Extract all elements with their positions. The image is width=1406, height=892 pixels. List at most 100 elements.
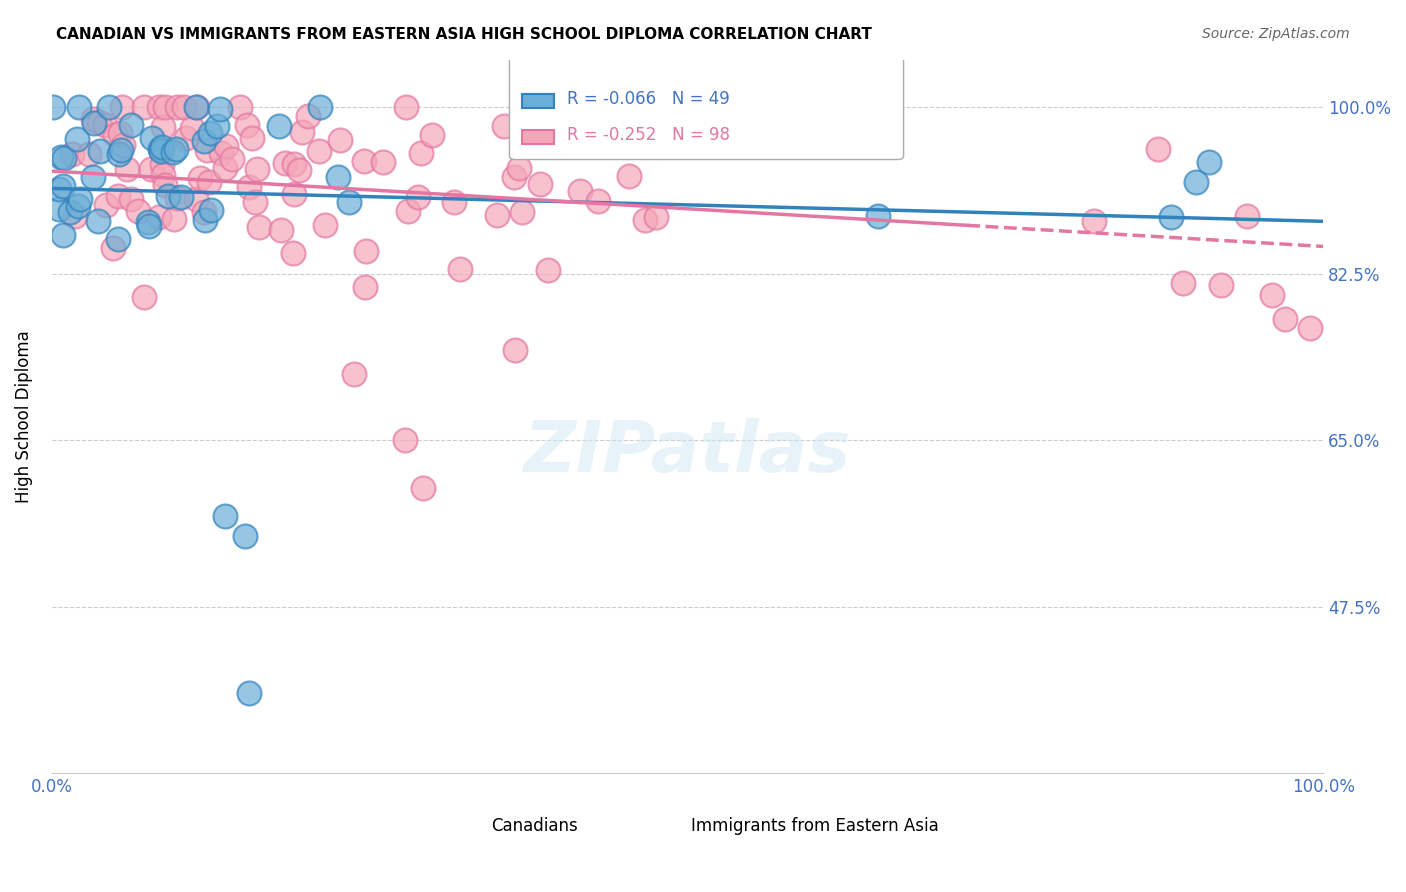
Point xyxy=(120,192,142,206)
Point xyxy=(236,118,259,132)
Point xyxy=(188,170,211,185)
Point xyxy=(644,210,666,224)
Point xyxy=(193,134,215,148)
Point xyxy=(240,131,263,145)
Point xyxy=(110,143,132,157)
Point xyxy=(52,152,75,166)
Point xyxy=(136,215,159,229)
Point xyxy=(194,213,217,227)
Point xyxy=(132,100,155,114)
Point xyxy=(420,128,443,142)
Point xyxy=(152,120,174,135)
Point xyxy=(48,202,70,216)
Point xyxy=(198,126,221,140)
Point xyxy=(150,139,173,153)
Point xyxy=(243,194,266,209)
Point xyxy=(553,135,575,149)
Point xyxy=(181,120,204,135)
Bar xyxy=(681,827,707,841)
Point xyxy=(281,245,304,260)
Point xyxy=(52,228,75,243)
Point xyxy=(247,219,270,234)
Point xyxy=(184,100,207,114)
Point xyxy=(49,150,72,164)
Point xyxy=(235,528,257,542)
Point xyxy=(107,189,129,203)
Point xyxy=(297,109,319,123)
Point xyxy=(94,198,117,212)
Point xyxy=(141,162,163,177)
Point xyxy=(107,232,129,246)
Point xyxy=(1261,287,1284,301)
Point xyxy=(186,100,208,114)
Point xyxy=(353,153,375,168)
Point xyxy=(127,204,149,219)
Point xyxy=(214,509,236,524)
Text: Source: ZipAtlas.com: Source: ZipAtlas.com xyxy=(1202,27,1350,41)
Point xyxy=(120,119,142,133)
Point xyxy=(1083,214,1105,228)
Point xyxy=(329,133,352,147)
Point xyxy=(89,145,111,159)
Point xyxy=(529,177,551,191)
Point xyxy=(148,100,170,114)
Point xyxy=(1147,142,1170,156)
Point xyxy=(406,190,429,204)
Point xyxy=(395,100,418,114)
Point xyxy=(412,481,434,495)
Point xyxy=(274,156,297,170)
Text: ZIPatlas: ZIPatlas xyxy=(524,417,851,487)
Point xyxy=(283,187,305,202)
Point xyxy=(197,175,219,189)
Point xyxy=(221,153,243,167)
FancyBboxPatch shape xyxy=(509,45,904,160)
Point xyxy=(394,434,416,448)
Point xyxy=(82,112,104,126)
Point xyxy=(205,120,228,134)
Bar xyxy=(427,827,453,841)
Point xyxy=(63,209,86,223)
Point xyxy=(200,203,222,218)
Point xyxy=(69,192,91,206)
Bar xyxy=(522,129,554,144)
Point xyxy=(209,146,232,161)
Point xyxy=(537,262,560,277)
Point xyxy=(449,261,471,276)
Point xyxy=(148,211,170,225)
Point xyxy=(238,180,260,194)
Point xyxy=(86,213,108,227)
Point xyxy=(492,119,515,133)
Point xyxy=(101,241,124,255)
Text: R = -0.066   N = 49: R = -0.066 N = 49 xyxy=(567,90,730,108)
Point xyxy=(537,133,560,147)
Text: R = -0.252   N = 98: R = -0.252 N = 98 xyxy=(554,126,761,144)
Point xyxy=(314,218,336,232)
Point xyxy=(1185,175,1208,189)
Point xyxy=(97,100,120,114)
Point xyxy=(195,143,218,157)
Point xyxy=(150,144,173,158)
Point xyxy=(150,156,173,170)
Point xyxy=(214,161,236,175)
Point xyxy=(503,343,526,357)
Point xyxy=(94,118,117,132)
Point xyxy=(173,100,195,114)
Point xyxy=(270,222,292,236)
Point xyxy=(66,199,89,213)
Bar xyxy=(522,94,554,108)
Point xyxy=(52,178,75,193)
Point xyxy=(229,100,252,114)
Point xyxy=(1173,276,1195,290)
Point xyxy=(104,128,127,143)
Point xyxy=(193,205,215,219)
Point xyxy=(60,146,83,161)
Point xyxy=(246,162,269,177)
Point xyxy=(569,185,592,199)
Point xyxy=(67,100,90,114)
Point xyxy=(42,100,65,114)
Point xyxy=(1211,277,1233,292)
Point xyxy=(337,194,360,209)
Point xyxy=(502,169,524,184)
Point xyxy=(288,163,311,178)
Point xyxy=(633,213,655,227)
